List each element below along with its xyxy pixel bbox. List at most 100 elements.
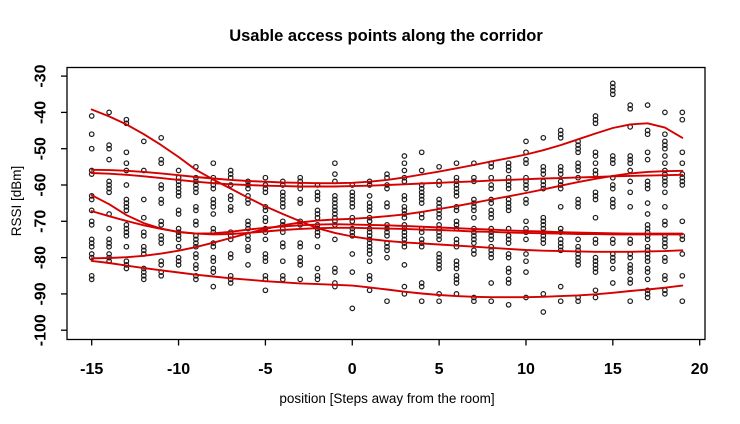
scatter-point bbox=[210, 200, 217, 206]
x-tick-label: -5 bbox=[258, 361, 272, 378]
scatter-point bbox=[453, 189, 460, 196]
scatter-point bbox=[279, 200, 286, 206]
scatter-point bbox=[644, 178, 651, 185]
scatter-point bbox=[262, 251, 269, 257]
scatter-point bbox=[418, 200, 425, 206]
scatter-point bbox=[436, 298, 442, 305]
scatter-point bbox=[592, 149, 599, 156]
scatter-point bbox=[401, 232, 408, 239]
scatter-point bbox=[540, 171, 547, 177]
scatter-point bbox=[436, 211, 442, 217]
scatter-point bbox=[175, 189, 182, 196]
scatter-point bbox=[106, 236, 112, 243]
scatter-point bbox=[314, 196, 321, 203]
scatter-point bbox=[627, 236, 634, 243]
scatter-point bbox=[523, 196, 529, 203]
scatter-point bbox=[366, 247, 373, 254]
scatter-point bbox=[210, 283, 217, 290]
scatter-point bbox=[488, 207, 495, 214]
scatter-point bbox=[609, 236, 616, 243]
scatter-point bbox=[644, 185, 651, 192]
scatter-point bbox=[297, 276, 304, 283]
scatter-point bbox=[609, 280, 616, 286]
scatter-point bbox=[297, 262, 304, 268]
scatter-point bbox=[349, 196, 356, 203]
scatter-point bbox=[453, 262, 460, 268]
scatter-point bbox=[662, 291, 668, 297]
scatter-point bbox=[592, 160, 599, 167]
scatter-point bbox=[210, 203, 217, 210]
scatter-point bbox=[227, 280, 234, 286]
scatter-point bbox=[505, 276, 512, 283]
scatter-point bbox=[627, 265, 634, 272]
scatter-point bbox=[488, 280, 495, 286]
scatter-point bbox=[575, 160, 581, 167]
scatter-point bbox=[662, 243, 668, 250]
scatter-point bbox=[488, 298, 495, 305]
scatter-point bbox=[540, 309, 547, 315]
scatter-point bbox=[575, 243, 581, 250]
scatter-point bbox=[557, 131, 564, 138]
scatter-point bbox=[609, 87, 616, 94]
scatter-point bbox=[523, 258, 529, 265]
lowess-curve bbox=[90, 108, 684, 253]
scatter-point bbox=[609, 91, 616, 98]
scatter-point bbox=[88, 251, 95, 257]
scatter-point bbox=[158, 240, 165, 246]
scatter-point bbox=[540, 163, 547, 170]
scatter-point bbox=[662, 131, 668, 138]
scatter-point bbox=[418, 280, 425, 286]
scatter-point bbox=[627, 102, 634, 108]
scatter-point bbox=[557, 171, 564, 177]
scatter-point bbox=[106, 156, 112, 163]
scatter-point bbox=[453, 222, 460, 228]
scatter-point bbox=[644, 247, 651, 254]
scatter-point bbox=[210, 196, 217, 203]
scatter-point bbox=[332, 269, 338, 275]
scatter-point bbox=[175, 236, 182, 243]
scatter-point bbox=[366, 240, 373, 246]
scatter-point bbox=[384, 247, 390, 254]
scatter-point bbox=[662, 145, 668, 152]
scatter-point bbox=[644, 243, 651, 250]
y-axis-label: RSSI [dBm] bbox=[9, 166, 24, 237]
scatter-point bbox=[505, 301, 512, 308]
scatter-point bbox=[245, 200, 251, 206]
scatter-point bbox=[88, 171, 95, 177]
scatter-point bbox=[627, 153, 634, 159]
scatter-point bbox=[609, 153, 616, 159]
scatter-point bbox=[627, 105, 634, 112]
scatter-point bbox=[279, 193, 286, 199]
scatter-point bbox=[158, 232, 165, 239]
scatter-point bbox=[332, 236, 338, 243]
scatter-point bbox=[140, 232, 147, 239]
scatter-point bbox=[175, 207, 182, 214]
scatter-point bbox=[575, 167, 581, 174]
scatter-point bbox=[592, 214, 599, 221]
scatter-point bbox=[123, 229, 130, 236]
scatter-point bbox=[106, 178, 112, 185]
scatter-point bbox=[505, 236, 512, 243]
scatter-point bbox=[436, 258, 442, 265]
scatter-point bbox=[210, 225, 217, 232]
plot-area: -15 -10 -5 0 5 10 15 20-100-90-80-70-60-50-40-3… bbox=[33, 64, 709, 378]
scatter-point bbox=[140, 214, 147, 221]
scatter-point bbox=[679, 272, 686, 279]
scatter-point bbox=[662, 240, 668, 246]
scatter-point bbox=[471, 174, 477, 181]
scatter-point bbox=[210, 211, 217, 217]
scatter-point bbox=[540, 222, 547, 228]
scatter-point bbox=[349, 251, 356, 257]
scatter-point bbox=[644, 291, 651, 297]
scatter-point bbox=[540, 182, 547, 188]
scatter-point bbox=[453, 276, 460, 283]
scatter-point bbox=[575, 254, 581, 261]
scatter-point bbox=[592, 240, 599, 246]
scatter-point bbox=[314, 229, 321, 236]
scatter-point bbox=[557, 283, 564, 290]
scatter-point bbox=[123, 149, 130, 156]
scatter-point bbox=[384, 298, 390, 305]
scatter-point bbox=[88, 222, 95, 228]
scatter-point bbox=[245, 236, 251, 243]
